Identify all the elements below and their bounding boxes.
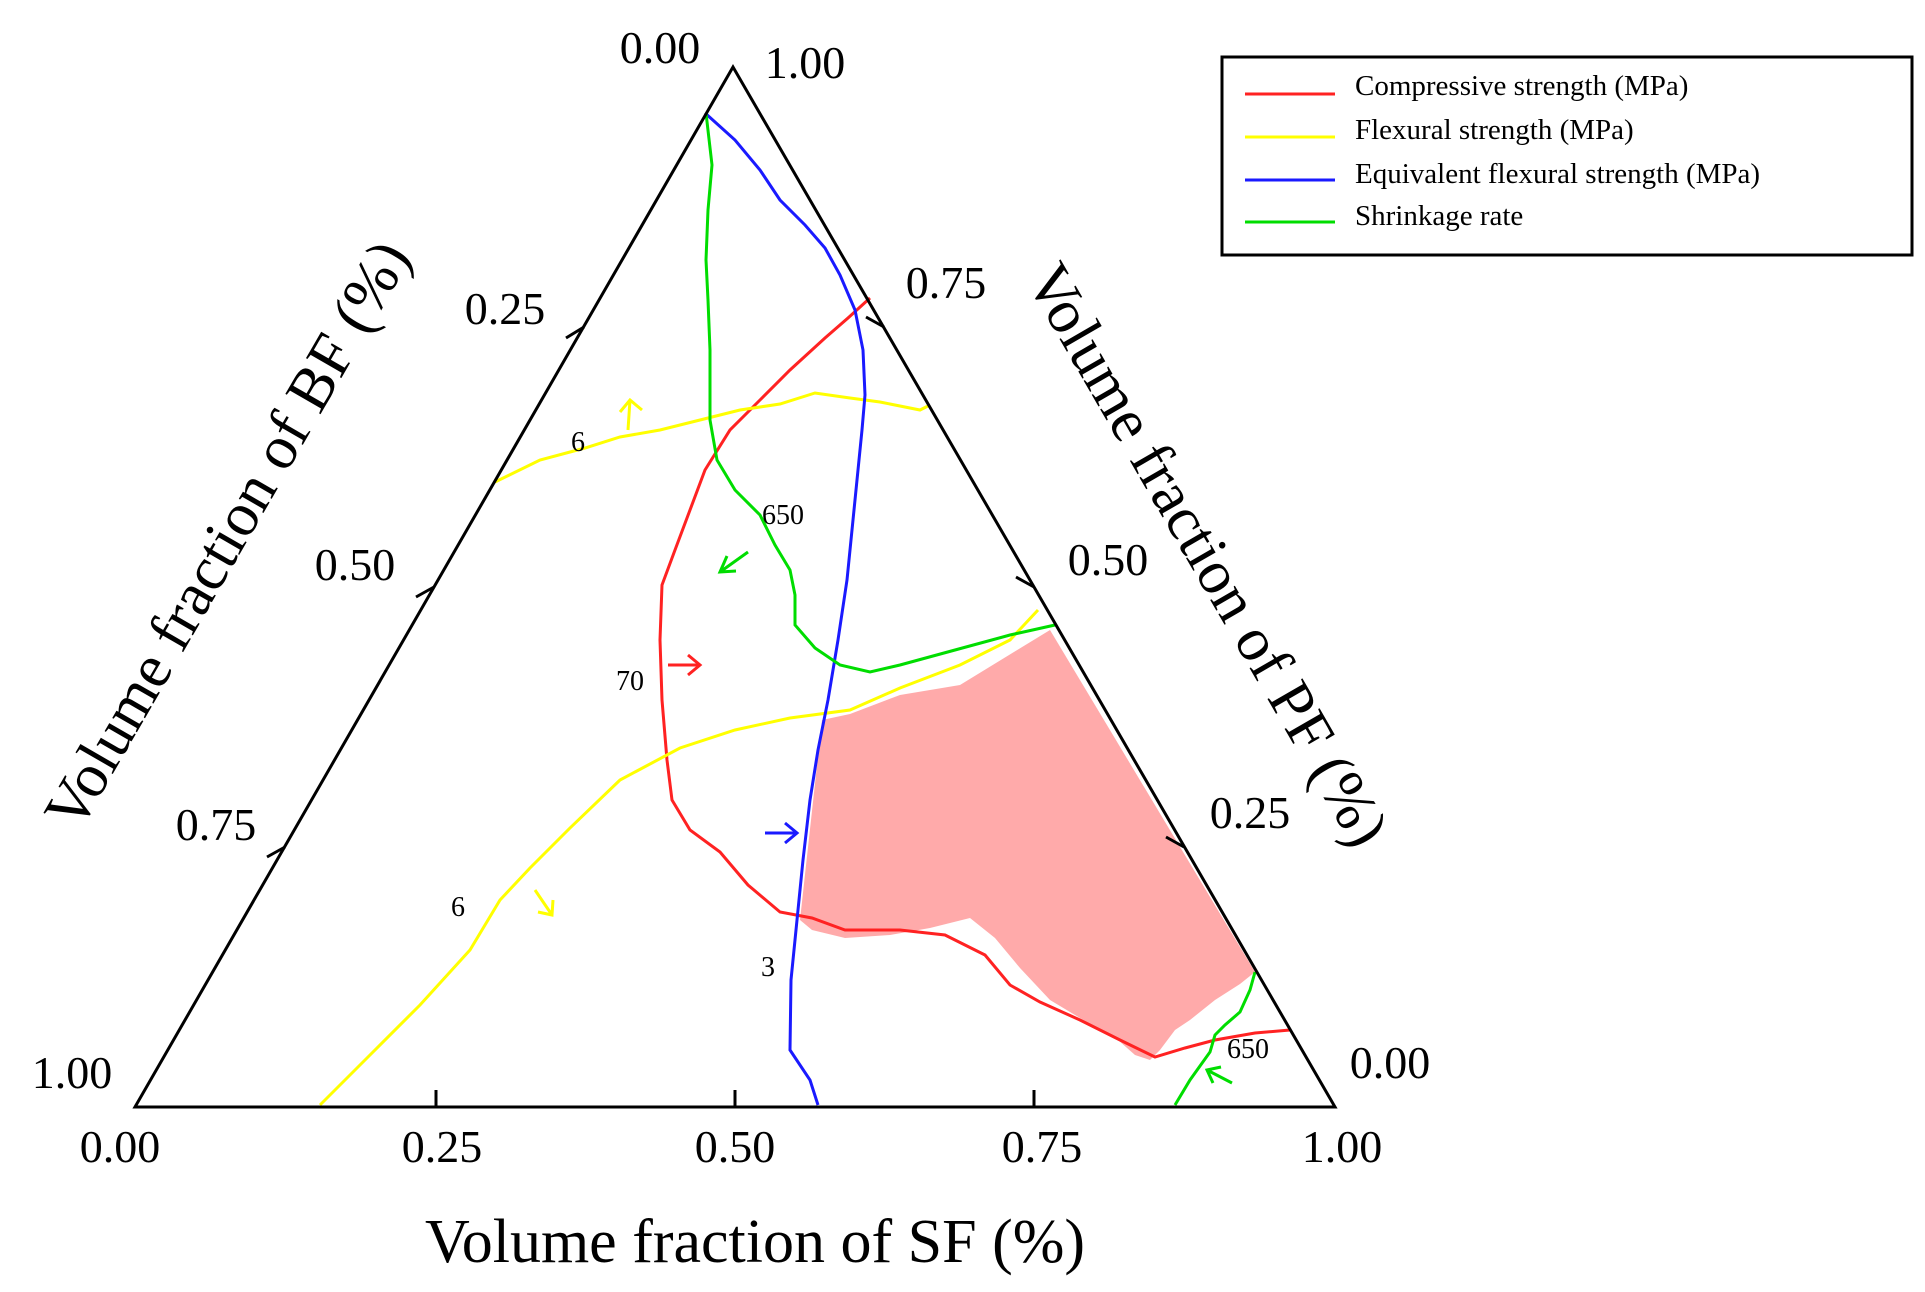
feasible-region bbox=[800, 630, 1255, 1060]
legend-label-equivalent-flexural: Equivalent flexural strength (MPa) bbox=[1355, 158, 1760, 190]
bottom-tick-4: 1.00 bbox=[1302, 1121, 1383, 1172]
legend: Compressive strength (MPa) Flexural stre… bbox=[1220, 55, 1914, 257]
tick-right-025 bbox=[1165, 835, 1185, 849]
bottom-tick-2: 0.50 bbox=[695, 1121, 776, 1172]
right-tick-0: 1.00 bbox=[765, 37, 846, 88]
tick-right-075 bbox=[865, 315, 885, 329]
bottom-axis-title: Volume fraction of SF (%) bbox=[425, 1208, 1085, 1276]
compressive-arrow bbox=[668, 653, 703, 677]
left-tick-3: 0.75 bbox=[176, 799, 257, 850]
tick-right-050 bbox=[1015, 575, 1035, 589]
flexural-arrow-lower bbox=[533, 889, 555, 917]
legend-box bbox=[1220, 55, 1914, 257]
right-tick-1: 0.75 bbox=[906, 257, 987, 308]
flexural-arrow-upper bbox=[618, 397, 643, 431]
bottom-tick-1: 0.25 bbox=[402, 1121, 483, 1172]
bottom-tick-3: 0.75 bbox=[1002, 1121, 1083, 1172]
left-tick-0: 0.00 bbox=[620, 22, 701, 73]
shrinkage-arrow-upper bbox=[717, 550, 749, 574]
equivalent-flexural-arrow bbox=[765, 821, 800, 845]
contour-label-flexural-upper: 6 bbox=[571, 427, 585, 458]
flexural-strength-contour-line-upper bbox=[494, 391, 931, 484]
left-axis-title: Volume fraction of BF (%) bbox=[31, 229, 423, 841]
tick-left-050 bbox=[415, 585, 435, 599]
right-tick-4: 0.00 bbox=[1350, 1037, 1431, 1088]
contour-label-equivalent-flexural: 3 bbox=[761, 952, 775, 983]
tick-left-075 bbox=[266, 845, 286, 859]
contour-label-shrinkage-upper: 650 bbox=[762, 500, 804, 531]
contour-label-flexural-lower: 6 bbox=[451, 892, 465, 923]
contour-label-compressive: 70 bbox=[616, 666, 644, 697]
shrinkage-arrow-lower bbox=[1204, 1065, 1233, 1085]
left-tick-2: 0.50 bbox=[315, 539, 396, 590]
right-tick-3: 0.25 bbox=[1210, 787, 1291, 838]
shrinkage-rate-contour-line-lower bbox=[1173, 971, 1257, 1106]
right-tick-2: 0.50 bbox=[1068, 534, 1149, 585]
tick-left-025 bbox=[565, 325, 585, 340]
legend-label-shrinkage: Shrinkage rate bbox=[1355, 200, 1523, 232]
left-tick-4: 1.00 bbox=[32, 1047, 113, 1098]
legend-label-compressive: Compressive strength (MPa) bbox=[1355, 70, 1688, 102]
shrinkage-rate-contour-line-upper bbox=[704, 112, 1056, 674]
equivalent-flexural-strength-contour-line bbox=[703, 111, 867, 1106]
left-tick-1: 0.25 bbox=[465, 283, 546, 334]
contour-label-shrinkage-lower: 650 bbox=[1227, 1034, 1269, 1065]
legend-label-flexural: Flexural strength (MPa) bbox=[1355, 114, 1634, 146]
bottom-tick-0: 0.00 bbox=[80, 1121, 161, 1172]
flexural-strength-contour-line-lower bbox=[318, 608, 1040, 1107]
compressive-strength-contour-line bbox=[658, 296, 1291, 1059]
